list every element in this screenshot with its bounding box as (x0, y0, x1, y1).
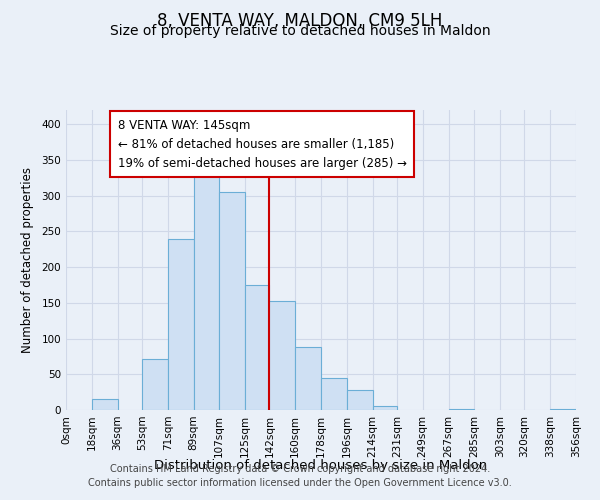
Bar (168, 238, 193, 410)
Bar (347, 390, 373, 410)
Bar (550, 408, 576, 410)
Bar (321, 378, 347, 410)
Text: Distribution of detached houses by size in Maldon: Distribution of detached houses by size … (154, 458, 488, 471)
Text: Contains HM Land Registry data © Crown copyright and database right 2024.
Contai: Contains HM Land Registry data © Crown c… (88, 464, 512, 487)
Bar (373, 406, 397, 410)
Bar (193, 170, 219, 410)
Text: 8, VENTA WAY, MALDON, CM9 5LH: 8, VENTA WAY, MALDON, CM9 5LH (157, 12, 443, 30)
Bar (269, 300, 295, 410)
Text: 8 VENTA WAY: 145sqm
← 81% of detached houses are smaller (1,185)
19% of semi-det: 8 VENTA WAY: 145sqm ← 81% of detached ho… (118, 118, 407, 170)
Bar (245, 285, 269, 410)
Bar (295, 347, 321, 410)
Text: Size of property relative to detached houses in Maldon: Size of property relative to detached ho… (110, 24, 490, 38)
Bar (142, 358, 168, 410)
Bar (92, 400, 118, 410)
Bar (449, 408, 474, 410)
Bar (219, 192, 245, 410)
Y-axis label: Number of detached properties: Number of detached properties (22, 167, 34, 353)
